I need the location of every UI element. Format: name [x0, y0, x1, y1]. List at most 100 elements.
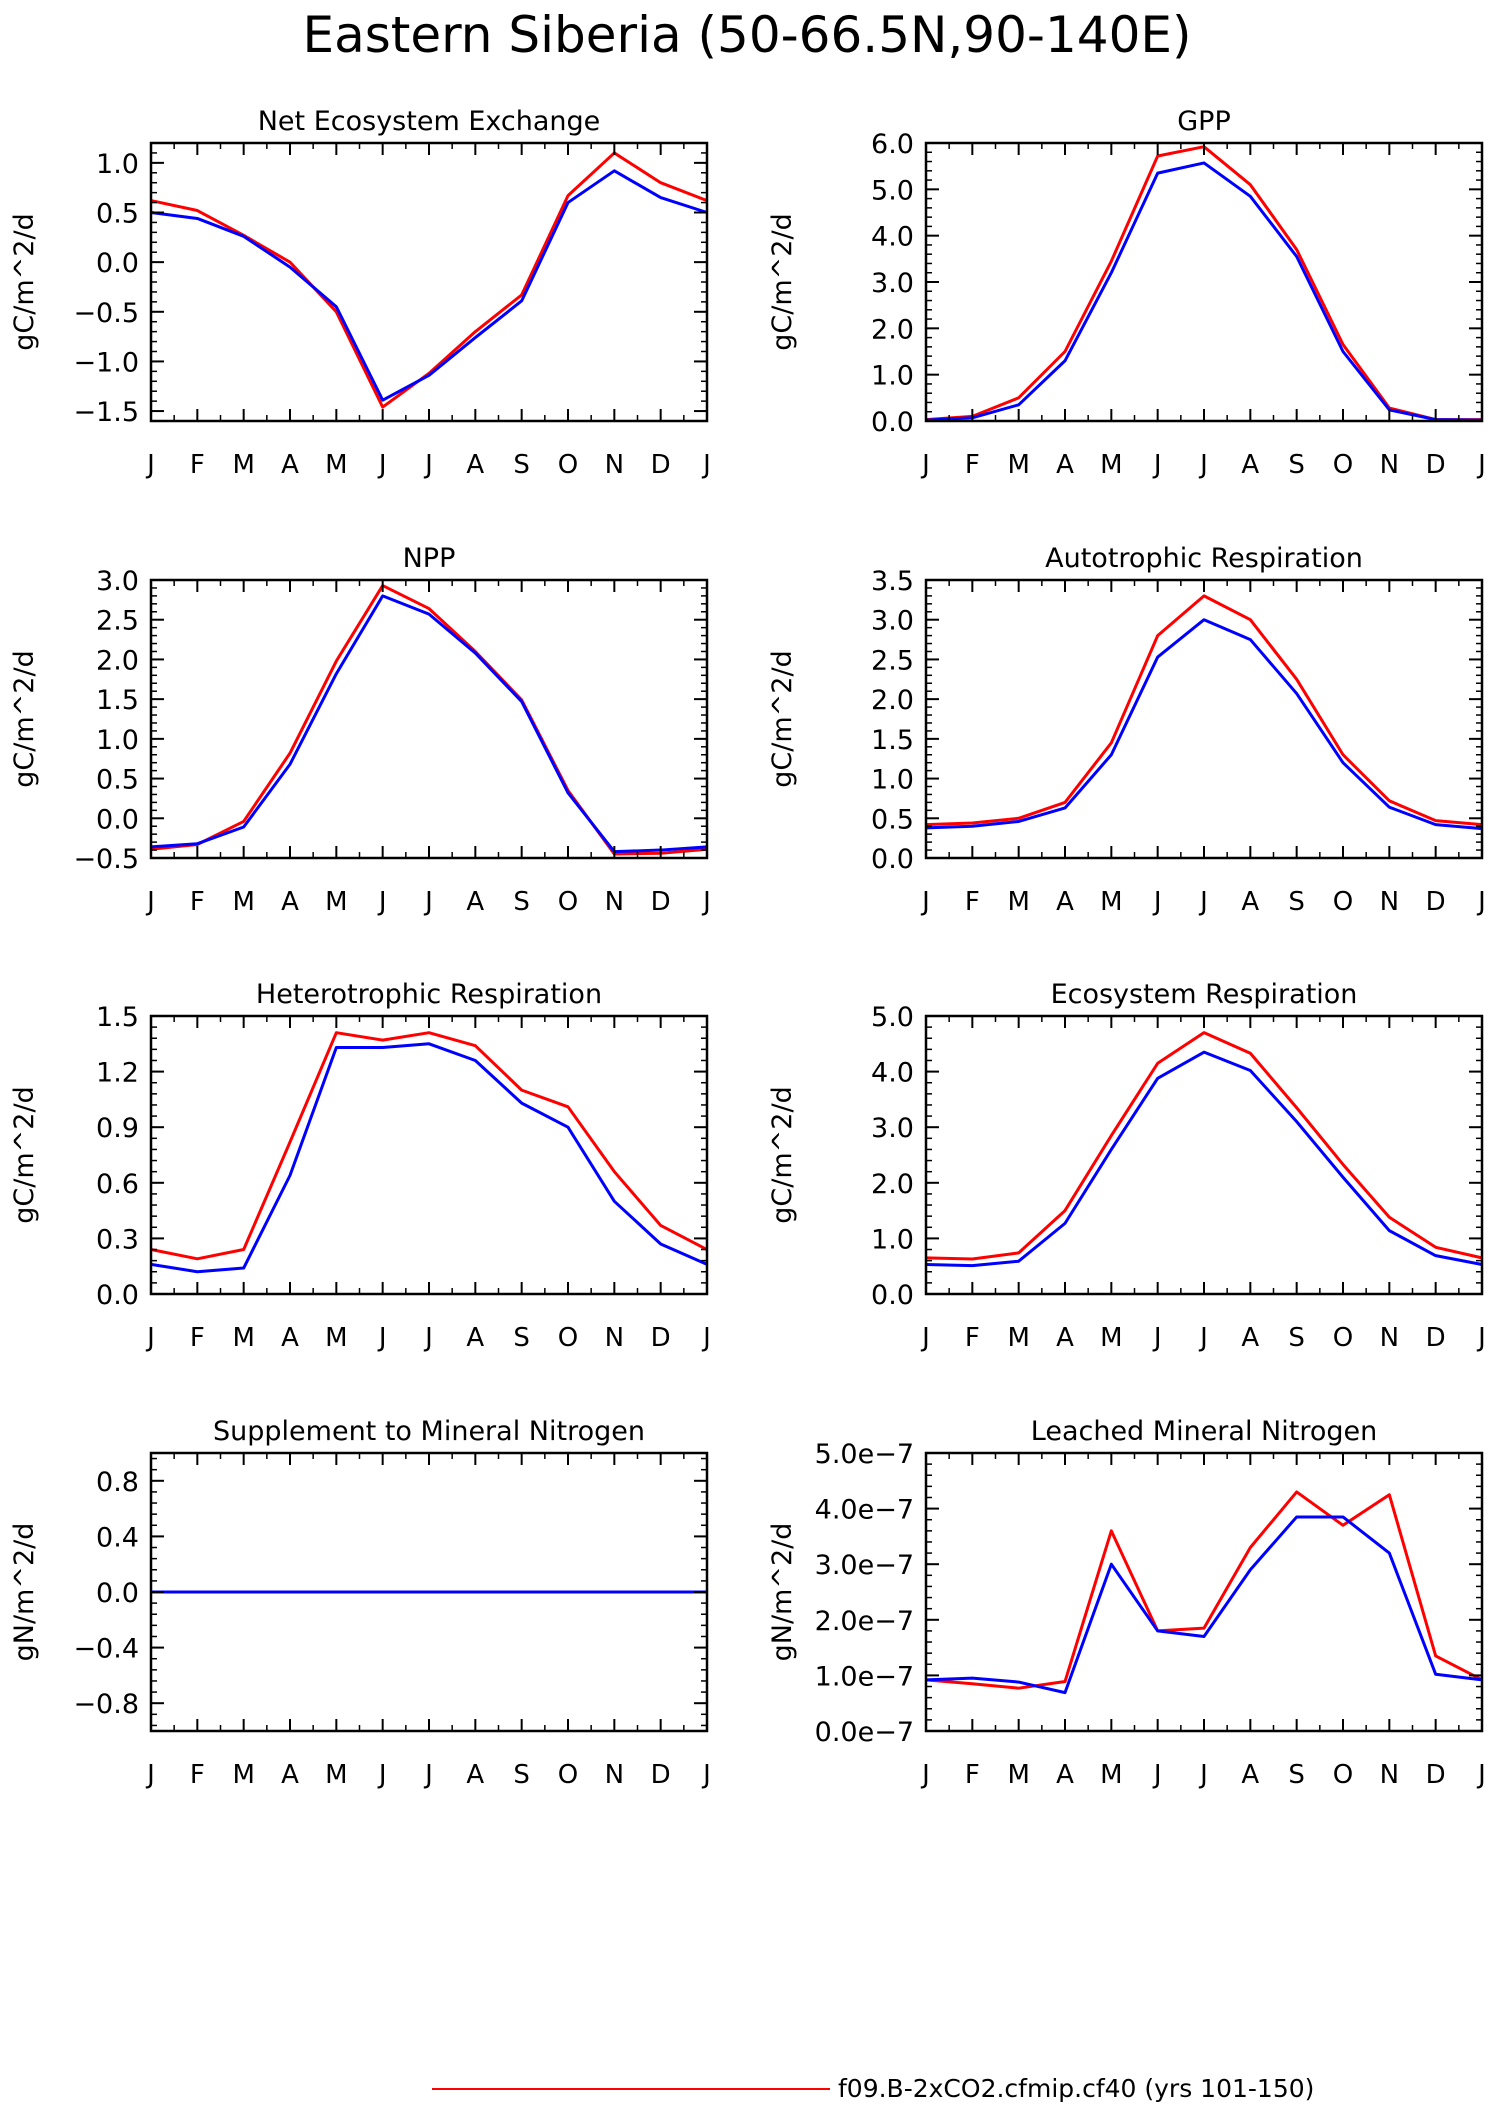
x-tick-label: M — [325, 887, 347, 917]
y-tick-label: 0.5 — [871, 804, 914, 835]
series-line-2 — [925, 1515, 1483, 1695]
x-tick-label: M — [325, 1760, 347, 1790]
x-tick-label: N — [605, 887, 624, 917]
x-tick-label: J — [1198, 887, 1208, 917]
x-tick-label: J — [423, 1323, 433, 1353]
x-tick-label: S — [513, 1760, 530, 1790]
x-tick-label: A — [1241, 1760, 1259, 1790]
x-tick-label: N — [605, 1323, 624, 1353]
x-tick-label: A — [1241, 1323, 1259, 1353]
plot-frame — [924, 1014, 1484, 1296]
x-tick-label: O — [558, 887, 578, 917]
series-line-1 — [925, 1490, 1483, 1690]
y-tick-label: 0.0 — [96, 1280, 139, 1311]
x-tick-label: J — [1476, 1323, 1486, 1353]
x-tick-label: J — [423, 1760, 433, 1790]
x-tick-label: J — [701, 1323, 711, 1353]
y-tick-label: 0.0 — [96, 1578, 139, 1609]
x-tick-label: J — [1476, 887, 1486, 917]
chart-panel-3: J F M A M J J A S O N D J3.02.52.01.51.00.50.0−0.5NP… — [9, 543, 711, 917]
x-tick-label: S — [1288, 887, 1305, 917]
x-tick-label: A — [281, 1323, 299, 1353]
y-tick-label: 3.0 — [871, 268, 914, 299]
x-tick-label: S — [513, 450, 530, 480]
y-tick-label: −1.5 — [73, 397, 139, 428]
x-tick-label: M — [232, 450, 254, 480]
x-tick-label: M — [325, 450, 347, 480]
chart-title: Autotrophic Respiration — [1045, 543, 1363, 574]
chart-title: Supplement to Mineral Nitrogen — [213, 1416, 645, 1447]
series-line-1 — [925, 594, 1483, 827]
y-tick-label: 5.0e−7 — [815, 1439, 914, 1470]
x-tick-label: F — [965, 1760, 980, 1790]
x-tick-label: O — [1333, 1760, 1353, 1790]
x-tick-label: N — [605, 1760, 624, 1790]
x-tick-label: M — [1100, 1760, 1122, 1790]
x-tick-label: O — [1333, 450, 1353, 480]
y-tick-label: 0.0e−7 — [815, 1717, 914, 1748]
x-tick-label: J — [920, 1323, 930, 1353]
x-tick-label: A — [1241, 450, 1259, 480]
x-tick-label: S — [1288, 1323, 1305, 1353]
y-tick-label: 2.0 — [96, 645, 139, 676]
y-tick-label: −0.8 — [73, 1689, 139, 1720]
y-tick-label: 0.0 — [871, 407, 914, 438]
y-tick-label: 0.0 — [871, 844, 914, 875]
y-tick-label: −0.5 — [73, 298, 139, 329]
y-axis-label: gC/m^2/d — [767, 650, 798, 787]
x-tick-label: M — [1100, 887, 1122, 917]
chart-title: Heterotrophic Respiration — [256, 979, 602, 1010]
x-tick-label: N — [1380, 1323, 1399, 1353]
series-line-1 — [150, 1031, 708, 1261]
chart-panel-5: J F M A M J J A S O N D J1.51.20.90.60.30.0Heterotro… — [9, 979, 711, 1353]
x-tick-label: D — [1426, 450, 1446, 480]
series-line-2 — [150, 1042, 708, 1274]
y-tick-label: 0.4 — [96, 1522, 139, 1553]
x-tick-label: J — [701, 1760, 711, 1790]
x-tick-label: M — [232, 887, 254, 917]
x-tick-label: F — [965, 1323, 980, 1353]
x-tick-label: O — [558, 450, 578, 480]
y-tick-label: 1.5 — [96, 685, 139, 716]
y-tick-label: 2.0 — [871, 685, 914, 716]
y-axis-label: gC/m^2/d — [767, 1086, 798, 1223]
y-tick-label: 0.5 — [96, 199, 139, 230]
y-tick-label: 0.8 — [96, 1467, 139, 1498]
x-tick-label: J — [377, 1323, 387, 1353]
x-tick-label: J — [1152, 1323, 1162, 1353]
plot-frame — [924, 1451, 1484, 1733]
x-tick-label: A — [1056, 1760, 1074, 1790]
x-tick-label: S — [1288, 1760, 1305, 1790]
chart-panel-8: J F M A M J J A S O N D J5.0e−74.0e−73.0e−72.0e−71.0… — [767, 1416, 1486, 1790]
x-tick-label: A — [466, 1323, 484, 1353]
x-tick-label: A — [466, 887, 484, 917]
y-tick-label: 0.3 — [96, 1224, 139, 1255]
series-line-1 — [925, 1031, 1483, 1261]
x-tick-label: A — [1056, 450, 1074, 480]
y-tick-label: 5.0 — [871, 1002, 914, 1033]
y-axis-label: gN/m^2/d — [767, 1523, 798, 1662]
series-line-1 — [150, 151, 708, 409]
y-tick-label: −0.4 — [73, 1634, 139, 1665]
x-tick-label: J — [1152, 450, 1162, 480]
y-tick-label: −0.5 — [73, 844, 139, 875]
y-axis-label: gC/m^2/d — [9, 650, 40, 787]
y-tick-label: 3.0 — [96, 566, 139, 597]
y-tick-label: 0.0 — [96, 248, 139, 279]
x-tick-label: M — [1007, 887, 1029, 917]
plot-frame — [924, 141, 1484, 423]
x-tick-label: N — [1380, 887, 1399, 917]
y-tick-label: 0.6 — [96, 1169, 139, 1200]
y-tick-label: −1.0 — [73, 347, 139, 378]
y-tick-label: 3.0e−7 — [815, 1550, 914, 1581]
x-tick-label: D — [1426, 1323, 1446, 1353]
chart-title: Net Ecosystem Exchange — [258, 106, 601, 137]
x-tick-label: M — [232, 1323, 254, 1353]
x-tick-label: J — [145, 1323, 155, 1353]
y-axis-label: gC/m^2/d — [9, 213, 40, 350]
y-axis-label: gC/m^2/d — [767, 213, 798, 350]
y-tick-label: 1.0e−7 — [815, 1661, 914, 1692]
y-tick-label: 4.0 — [871, 1058, 914, 1089]
